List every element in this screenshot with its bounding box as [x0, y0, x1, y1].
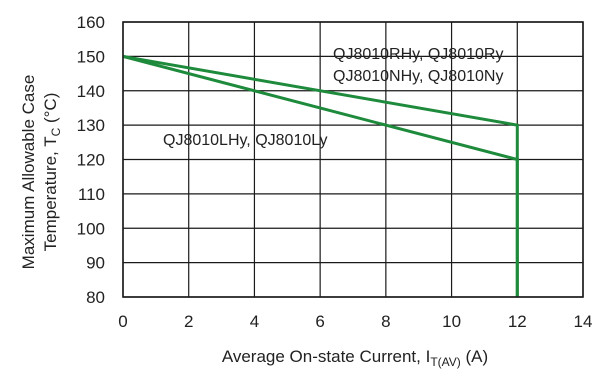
y-tick-label: 100 [77, 219, 105, 238]
x-tick-label: 8 [381, 312, 390, 331]
x-axis-title: Average On-state Current, IT(AV) (A) [222, 347, 488, 369]
y-tick-label: 110 [78, 185, 105, 204]
series-label-lhy-ly: QJ8010LHy, QJ8010Ly [163, 132, 328, 149]
y-tick-label: 130 [77, 116, 105, 135]
y-tick-label: 80 [86, 288, 105, 307]
series-layer [122, 54, 519, 297]
y-tick-label: 150 [77, 47, 105, 66]
x-tick-label: 10 [442, 312, 461, 331]
series-line-2 [122, 54, 519, 297]
x-tick-label: 4 [250, 312, 259, 331]
series-label-nhy-ny: QJ8010NHy, QJ8010Ny [333, 68, 503, 85]
x-tick-label: 12 [508, 312, 527, 331]
x-tick-label: 2 [184, 312, 193, 331]
y-tick-label: 120 [77, 151, 105, 170]
y-axis-title-line1: Maximum Allowable Case [19, 75, 38, 270]
x-tick-label: 14 [574, 312, 593, 331]
y-tick-labels: 80 90 100 110 120 130 140 150 160 [77, 13, 105, 307]
y-tick-label: 140 [77, 82, 105, 101]
x-tick-label: 6 [315, 312, 324, 331]
y-tick-label: 90 [86, 254, 105, 273]
plot-area-frame [122, 21, 584, 298]
x-tick-labels: 0 2 4 6 8 10 12 14 [118, 312, 592, 331]
series-label-rhy-ry: QJ8010RHy, QJ8010Ry [333, 46, 503, 63]
x-tick-label: 0 [118, 312, 127, 331]
y-tick-label: 160 [77, 13, 105, 32]
y-axis-title-line2: Temperature, TC (°C) [41, 93, 63, 252]
